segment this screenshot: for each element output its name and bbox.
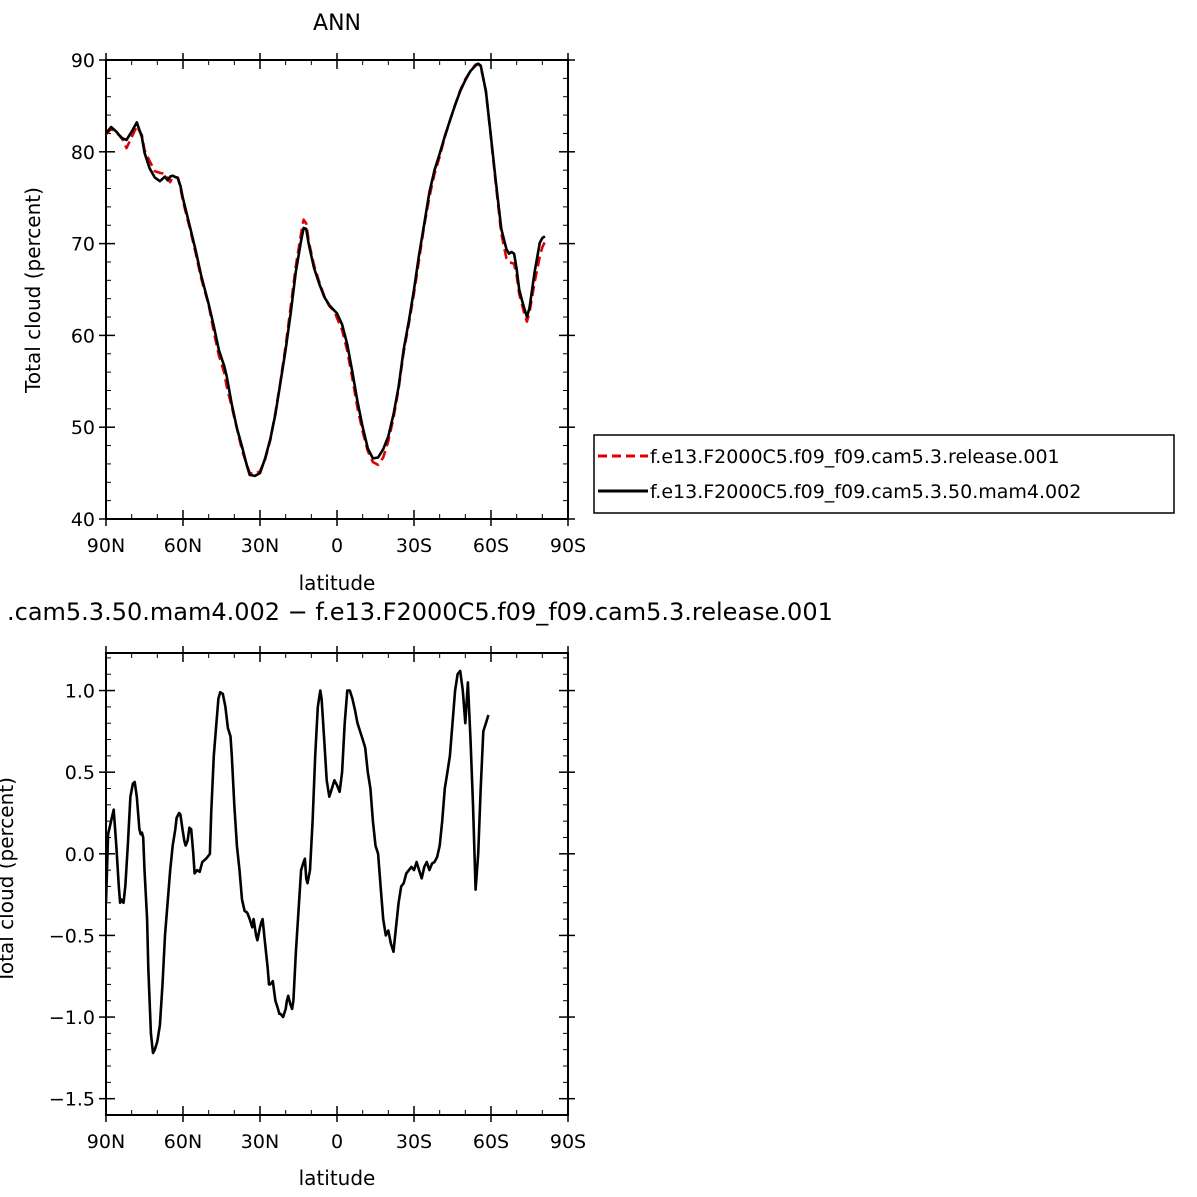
- legend: f.e13.F2000C5.f09_f09.cam5.3.release.001…: [593, 434, 1175, 514]
- x-tick-label: 90N: [87, 1131, 125, 1153]
- y-tick-label: −1.5: [49, 1089, 95, 1111]
- y-axis-label: Total cloud (percent): [21, 187, 45, 394]
- x-tick-label: 90N: [87, 535, 125, 557]
- x-tick-label: 90S: [550, 535, 586, 557]
- legend-label-release: f.e13.F2000C5.f09_f09.cam5.3.release.001: [650, 446, 1060, 468]
- y-tick-label: 80: [71, 142, 95, 164]
- y-tick-label: 60: [71, 325, 95, 347]
- y-axis-ticks: 1.0 0.5 0.0 −0.5 −1.0 −1.5: [49, 657, 575, 1116]
- x-axis-label: latitude: [299, 1166, 376, 1190]
- x-tick-label: 60N: [164, 535, 202, 557]
- y-tick-label: 40: [71, 509, 95, 531]
- panel-annual-total-cloud: ANN 90 80 70 60 50 40 90N 60N 30N 0 30S 60S 90S lat…: [21, 11, 586, 595]
- legend-label-mam4: f.e13.F2000C5.f09_f09.cam5.3.50.mam4.002: [650, 481, 1081, 503]
- x-axis-ticks: 90N 60N 30N 0 30S 60S 90S: [87, 646, 586, 1153]
- x-tick-label: 60S: [473, 1131, 509, 1153]
- x-tick-label: 30N: [241, 1131, 279, 1153]
- y-tick-label: 70: [71, 234, 95, 256]
- x-axis-ticks: 90N 60N 30N 0 30S 60S 90S: [87, 53, 586, 557]
- y-tick-label: 0.0: [65, 844, 95, 866]
- chart-title: ANN: [313, 11, 361, 36]
- y-axis-ticks: 90 80 70 60 50 40: [71, 50, 575, 531]
- x-axis-label: latitude: [299, 571, 376, 595]
- panel-difference: .cam5.3.50.mam4.002 − f.e13.F2000C5.f09_…: [0, 598, 833, 1190]
- y-tick-label: 0.5: [65, 762, 95, 784]
- x-tick-label: 0: [331, 535, 343, 557]
- plot-frame: [105, 652, 569, 1116]
- y-tick-label: −0.5: [49, 925, 95, 947]
- x-tick-label: 60S: [473, 535, 509, 557]
- y-axis-label: Total cloud (percent): [0, 777, 18, 984]
- y-tick-label: 50: [71, 417, 95, 439]
- x-tick-label: 30S: [396, 535, 432, 557]
- legend-box: [593, 434, 1175, 514]
- x-tick-label: 0: [331, 1131, 343, 1153]
- y-tick-label: −1.0: [49, 1007, 95, 1029]
- plot-frame: [105, 59, 569, 520]
- x-tick-label: 60N: [164, 1131, 202, 1153]
- series-line-2: [106, 62, 546, 478]
- y-tick-label: 90: [71, 50, 95, 72]
- series-line-1: [106, 62, 547, 476]
- x-tick-label: 30S: [396, 1131, 432, 1153]
- x-tick-label: 90S: [550, 1131, 586, 1153]
- x-tick-label: 30N: [241, 535, 279, 557]
- series-group: [106, 62, 547, 478]
- y-tick-label: 1.0: [65, 681, 95, 703]
- series-line-1: [106, 669, 490, 1055]
- chart-title: .cam5.3.50.mam4.002 − f.e13.F2000C5.f09_…: [7, 598, 833, 626]
- series-group: [106, 669, 490, 1055]
